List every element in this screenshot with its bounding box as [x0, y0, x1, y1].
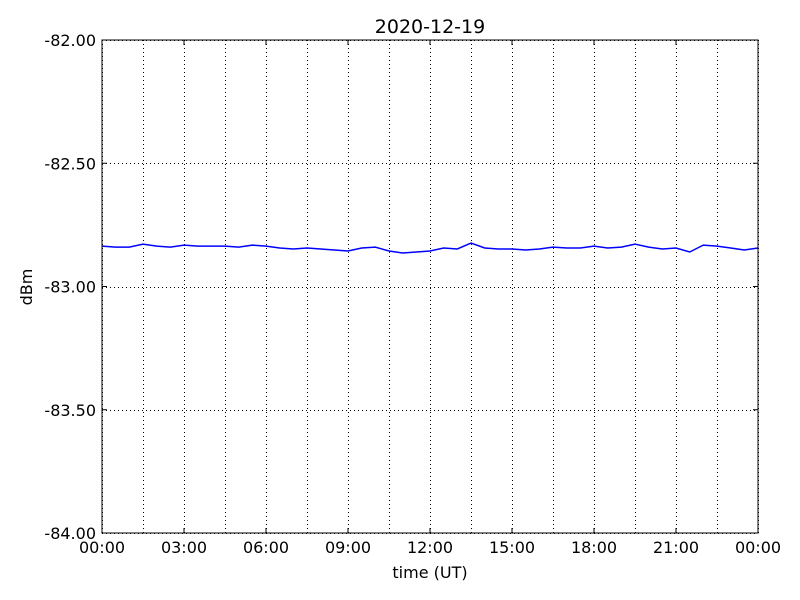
grid: [102, 40, 759, 534]
series: [101, 242, 759, 254]
x-tick-label: 09:00: [325, 538, 371, 557]
x-tick-label: 06:00: [243, 538, 289, 557]
x-axis-label: time (UT): [392, 563, 467, 582]
x-tick-label: 15:00: [489, 538, 535, 557]
y-tick-label: -83.50: [44, 401, 96, 420]
y-tick-label: -83.00: [44, 278, 96, 297]
plot-frame: [101, 39, 759, 534]
y-axis-label: dBm: [17, 269, 36, 306]
x-tick-label: 03:00: [161, 538, 207, 557]
x-tick-label: 21:00: [653, 538, 699, 557]
series-line: [101, 242, 759, 254]
y-tick-label: -84.00: [44, 524, 96, 543]
chart-title: 2020-12-19: [375, 16, 485, 38]
y-tick-label: -82.00: [44, 31, 96, 50]
ticks: 00:00 03:00 06:00 09:00 12:00 15:00 18:00 21:00…: [44, 31, 781, 557]
x-tick-label: 00:00: [735, 538, 781, 557]
x-tick-label: 12:00: [407, 538, 453, 557]
x-tick-label: 00:00: [79, 538, 125, 557]
x-tick-label: 18:00: [571, 538, 617, 557]
y-tick-label: -82.50: [44, 154, 96, 173]
